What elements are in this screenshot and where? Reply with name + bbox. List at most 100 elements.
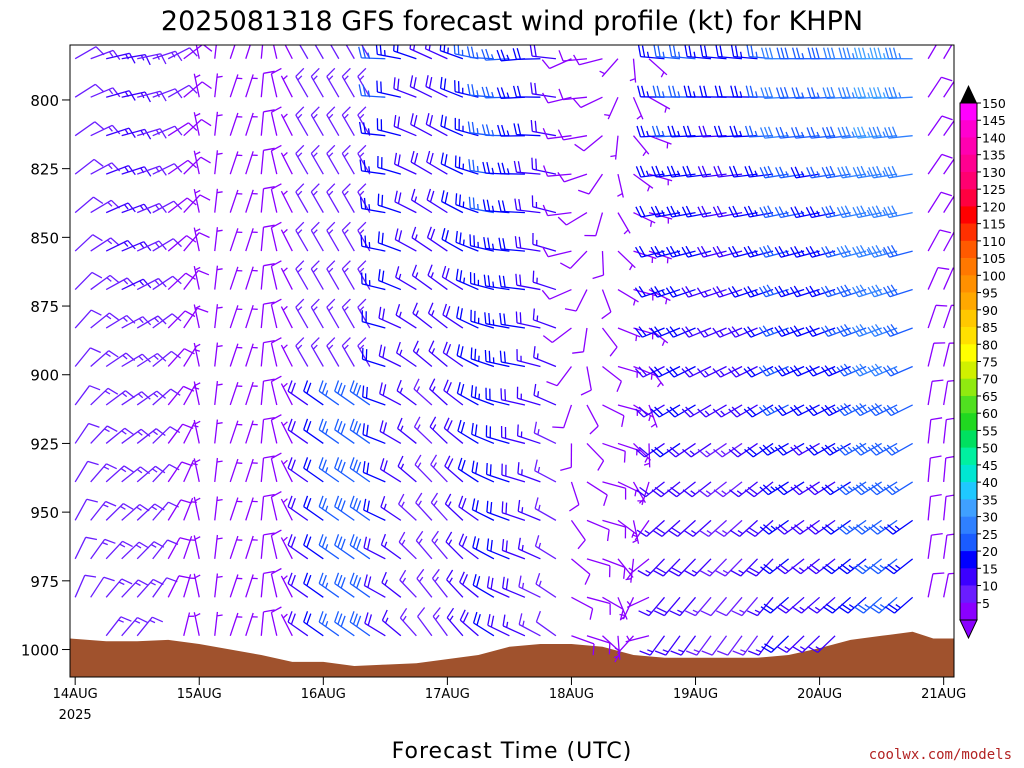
- wind-barb: [74, 309, 102, 329]
- wind-barb: [758, 325, 789, 338]
- wind-barb: [837, 126, 867, 139]
- wind-barb: [884, 596, 914, 614]
- wind-barb: [361, 272, 386, 291]
- wind-barb: [696, 327, 727, 338]
- wind-barb: [943, 158, 954, 175]
- wind-barb: [245, 74, 258, 98]
- wind-barb: [714, 85, 743, 98]
- wind-barb: [440, 152, 464, 175]
- wind-barb: [697, 365, 727, 378]
- wind-barb: [379, 458, 402, 483]
- wind-barb: [634, 326, 665, 338]
- wind-barb: [167, 122, 198, 137]
- wind-barb: [121, 278, 152, 291]
- wind-barb: [727, 286, 758, 298]
- wind-barb: [214, 73, 223, 98]
- wind-barb: [806, 87, 836, 100]
- wind-barb: [542, 127, 572, 140]
- wind-barb: [619, 597, 635, 620]
- wind-barb: [927, 45, 937, 60]
- wind-barb: [713, 442, 743, 458]
- wind-barb: [245, 343, 258, 367]
- wind-barb: [665, 286, 696, 298]
- wind-barb: [357, 67, 371, 98]
- wind-barb: [743, 205, 774, 218]
- wind-barb: [501, 501, 526, 521]
- wind-barb: [270, 67, 282, 98]
- wind-barb: [136, 465, 166, 483]
- wind-barb: [927, 191, 953, 213]
- wind-barb: [90, 350, 119, 367]
- wind-barb: [214, 227, 223, 252]
- wind-barb: [852, 519, 883, 535]
- wind-barb: [648, 404, 658, 428]
- wind-barb: [431, 568, 448, 598]
- wind-barb: [759, 481, 789, 496]
- wind-barb: [650, 326, 681, 338]
- colorbar-label: 120: [982, 199, 1006, 214]
- wind-barb: [631, 520, 650, 541]
- wind-barb: [74, 536, 98, 560]
- wind-barb: [681, 326, 712, 338]
- wind-barb: [136, 616, 164, 637]
- wind-barb: [472, 611, 495, 637]
- wind-barb: [868, 86, 898, 100]
- wind-barb: [542, 327, 572, 344]
- wind-barb: [469, 234, 495, 252]
- wind-barb: [542, 204, 572, 217]
- wind-barb: [471, 460, 495, 483]
- wind-barb: [426, 150, 448, 175]
- wind-barb: [730, 85, 758, 98]
- wind-barb: [349, 380, 371, 406]
- wind-barb: [559, 250, 588, 269]
- wind-barb: [229, 266, 243, 290]
- wind-barb: [586, 635, 611, 655]
- wind-barb: [439, 76, 464, 98]
- wind-barb: [287, 380, 309, 406]
- wind-barb: [427, 264, 448, 291]
- wind-barb: [318, 418, 340, 444]
- wind-barb: [152, 577, 178, 598]
- wind-barb: [728, 404, 758, 418]
- colorbar-label: 110: [982, 234, 1006, 249]
- wind-barb: [628, 558, 650, 575]
- wind-barb: [638, 596, 665, 617]
- wind-barb: [167, 537, 192, 560]
- colorbar-label: 60: [982, 406, 998, 421]
- wind-barb: [712, 404, 743, 418]
- wind-barb: [806, 519, 836, 535]
- wind-barb: [728, 365, 758, 378]
- wind-barb: [90, 199, 120, 214]
- wind-barb: [698, 481, 727, 498]
- wind-barb: [552, 404, 573, 429]
- wind-barb: [532, 270, 557, 291]
- wind-barb: [167, 499, 192, 521]
- wind-barb: [195, 45, 200, 59]
- wind-barb: [341, 144, 355, 175]
- wind-barb: [245, 497, 258, 521]
- wind-barb: [90, 463, 117, 483]
- wind-barb: [650, 404, 681, 418]
- wind-barb: [635, 165, 665, 178]
- y-tick-label: 975: [30, 573, 59, 591]
- wind-barb: [229, 343, 243, 367]
- wind-barb: [284, 45, 293, 60]
- wind-barb: [410, 113, 433, 137]
- wind-barb: [682, 442, 712, 458]
- wind-barb: [943, 379, 954, 406]
- wind-barb: [775, 166, 805, 179]
- wind-barb: [654, 635, 681, 656]
- wind-barb: [513, 123, 541, 137]
- wind-barb: [714, 519, 743, 537]
- wind-barb: [183, 612, 195, 636]
- wind-barb: [444, 493, 464, 521]
- wind-barb: [318, 611, 340, 637]
- wind-barb: [516, 424, 541, 445]
- wind-barb: [867, 324, 898, 338]
- colorbar-segment: [960, 344, 977, 362]
- wind-barb: [459, 609, 479, 637]
- wind-barb: [602, 481, 627, 500]
- wind-barb: [74, 121, 105, 137]
- wind-barb: [743, 326, 774, 338]
- colorbar-segment: [960, 309, 977, 328]
